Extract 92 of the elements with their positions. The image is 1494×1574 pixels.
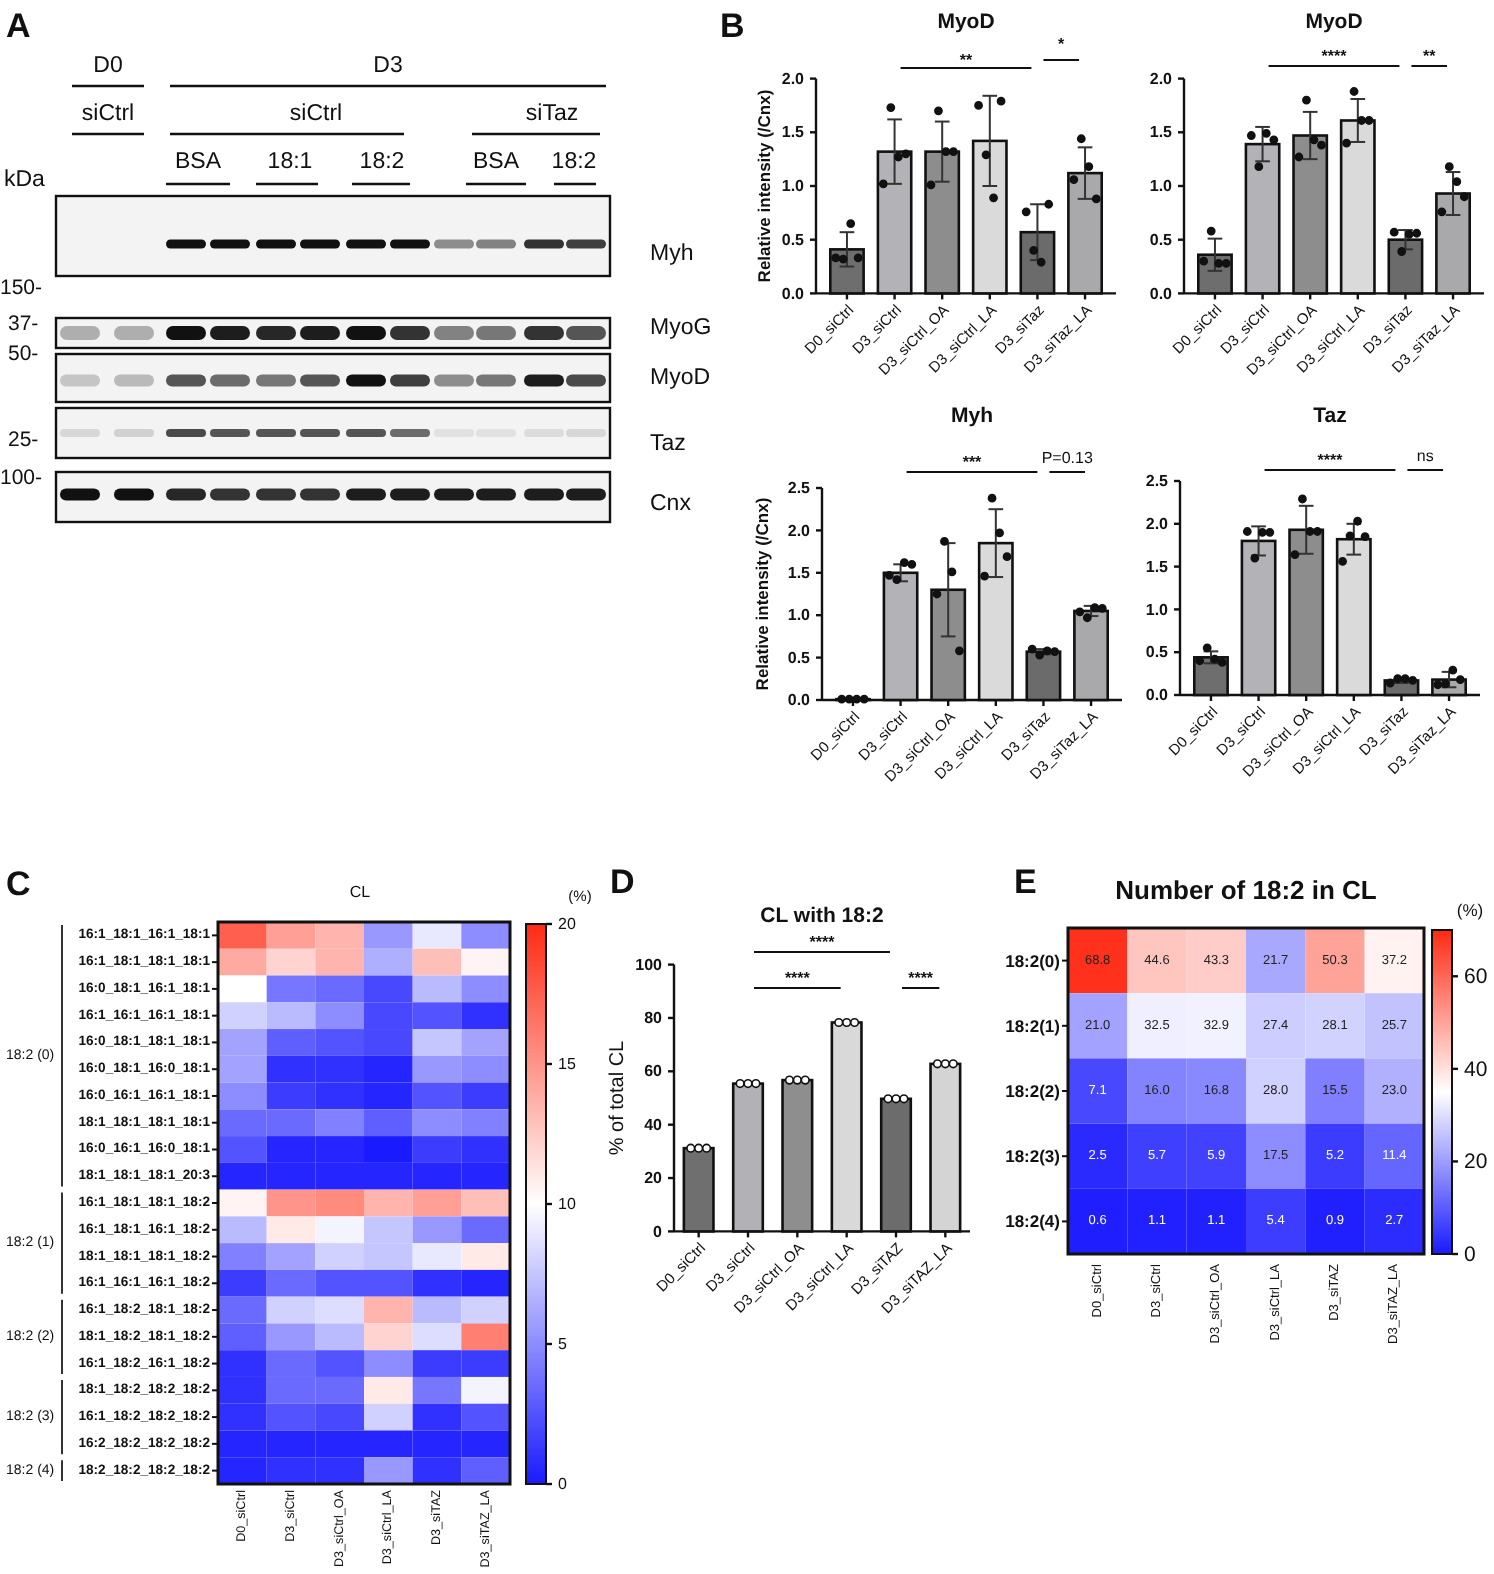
significance-bracket: **** <box>753 933 891 953</box>
y-tick-label: 20 <box>644 1169 664 1188</box>
significance-bracket: ns <box>1406 447 1445 471</box>
annotation: **** <box>908 969 935 987</box>
chart-title: Myh <box>951 404 993 428</box>
color-bar-label: 0 <box>1464 1242 1476 1267</box>
text: C <box>6 865 31 903</box>
annotation: **** <box>784 969 812 987</box>
y-tick-label: 1.0 <box>1149 177 1174 196</box>
y-tick-label: 18:2(1) <box>1005 1015 1061 1036</box>
y-tick-label: 2.0 <box>1149 69 1174 88</box>
significance-bracket: **** <box>901 969 941 989</box>
text: Myh <box>650 242 694 266</box>
y-tick-label: 80 <box>644 1009 664 1028</box>
color-bar-label: 10 <box>558 1195 577 1214</box>
text: A <box>6 7 31 45</box>
color-bar-label: 0 <box>558 1475 568 1494</box>
text: 18:2 <box>551 150 597 174</box>
y-tick-label: 2.0 <box>787 521 812 540</box>
significance-bracket: **** <box>753 969 842 989</box>
y-tick-label: 1.0 <box>781 177 806 196</box>
y-tick-label: 0.5 <box>1145 643 1170 662</box>
y-tick-label: 0.5 <box>781 230 806 249</box>
y-tick-label: 18:2(4) <box>1005 1211 1061 1232</box>
color-bar-label: 5 <box>558 1335 568 1354</box>
y-tick-label: 0.5 <box>1149 230 1174 249</box>
y-tick-label: 0.0 <box>787 691 812 710</box>
text: Cnx <box>650 492 692 516</box>
y-tick-label: 100 <box>635 955 664 974</box>
y-axis-title: Relative intensity (/Cnx) <box>754 89 774 283</box>
text: siTaz <box>525 102 579 126</box>
y-tick-label: 40 <box>644 1115 664 1134</box>
y-tick-label: 1.5 <box>1145 557 1170 576</box>
significance-bracket: ** <box>899 51 1033 69</box>
text: E <box>1014 863 1037 901</box>
y-tick-label: 2.0 <box>1145 514 1170 533</box>
significance-bracket: P=0.13 <box>1041 449 1093 473</box>
text: B <box>720 7 745 45</box>
y-tick-label: 2.0 <box>781 69 806 88</box>
color-bar-title: (%) <box>1456 900 1484 920</box>
y-tick-label: 1.0 <box>1145 600 1170 619</box>
y-tick-label: 0 <box>653 1222 664 1241</box>
chart-title: CL <box>349 883 372 901</box>
text: Taz <box>650 432 687 456</box>
text: BSA <box>472 150 520 174</box>
text: D3 <box>373 54 403 78</box>
y-tick-label: 60 <box>644 1062 664 1081</box>
significance-bracket: ** <box>1410 47 1449 67</box>
y-tick-label: 2.5 <box>787 479 812 498</box>
text: 37- <box>8 312 40 336</box>
y-tick-label: 1.5 <box>787 563 812 582</box>
text: BSA <box>174 150 222 174</box>
y-tick-label: 18:2(2) <box>1005 1081 1061 1101</box>
y-tick-label: 18:2(0) <box>1005 950 1061 971</box>
y-tick-label: 1.5 <box>1149 123 1174 142</box>
y-tick-label: 1.0 <box>787 606 812 625</box>
color-bar-label: 20 <box>1464 1150 1488 1175</box>
significance-bracket: **** <box>1263 451 1397 471</box>
y-tick-label: 0.0 <box>781 284 806 303</box>
color-bar-label: 15 <box>558 1055 577 1074</box>
chart-title: MyoD <box>937 10 996 34</box>
text: D <box>610 863 635 901</box>
chart-title: Number of 18:2 in CL <box>1115 875 1377 905</box>
significance-bracket: * <box>1042 35 1081 61</box>
color-bar-label: 20 <box>558 915 577 934</box>
text: 100- <box>0 466 44 490</box>
y-axis-title: Relative intensity (/Cnx) <box>752 497 772 691</box>
y-tick-label: 0.0 <box>1145 686 1170 705</box>
text: siCtrl <box>81 102 135 126</box>
text: D0 <box>93 54 123 78</box>
text: MyoD <box>650 366 711 390</box>
color-bar-label: 40 <box>1464 1057 1488 1082</box>
y-tick-label: 1.5 <box>781 123 806 142</box>
text: 25- <box>8 428 40 452</box>
text: 18:2 <box>359 150 405 174</box>
text: 50- <box>8 342 40 366</box>
text: MyoG <box>650 316 712 340</box>
text: 150- <box>0 276 44 300</box>
y-tick-label: 18:2(3) <box>1005 1146 1061 1167</box>
text: kDa <box>4 168 47 192</box>
chart-title: Taz <box>1313 404 1347 428</box>
y-tick-label: 2.5 <box>1145 472 1170 491</box>
significance-bracket: *** <box>905 453 1039 473</box>
text: siCtrl <box>289 102 343 126</box>
color-bar-label: 60 <box>1464 965 1488 990</box>
significance-bracket: **** <box>1267 47 1401 67</box>
text: 18:1 <box>267 150 313 174</box>
y-axis-title: % of total CL <box>607 1039 629 1156</box>
y-tick-label: 0.5 <box>787 648 812 667</box>
chart-title: CL with 18:2 <box>760 904 884 928</box>
chart-title: MyoD <box>1305 10 1364 34</box>
y-tick-label: 0.0 <box>1149 284 1174 303</box>
